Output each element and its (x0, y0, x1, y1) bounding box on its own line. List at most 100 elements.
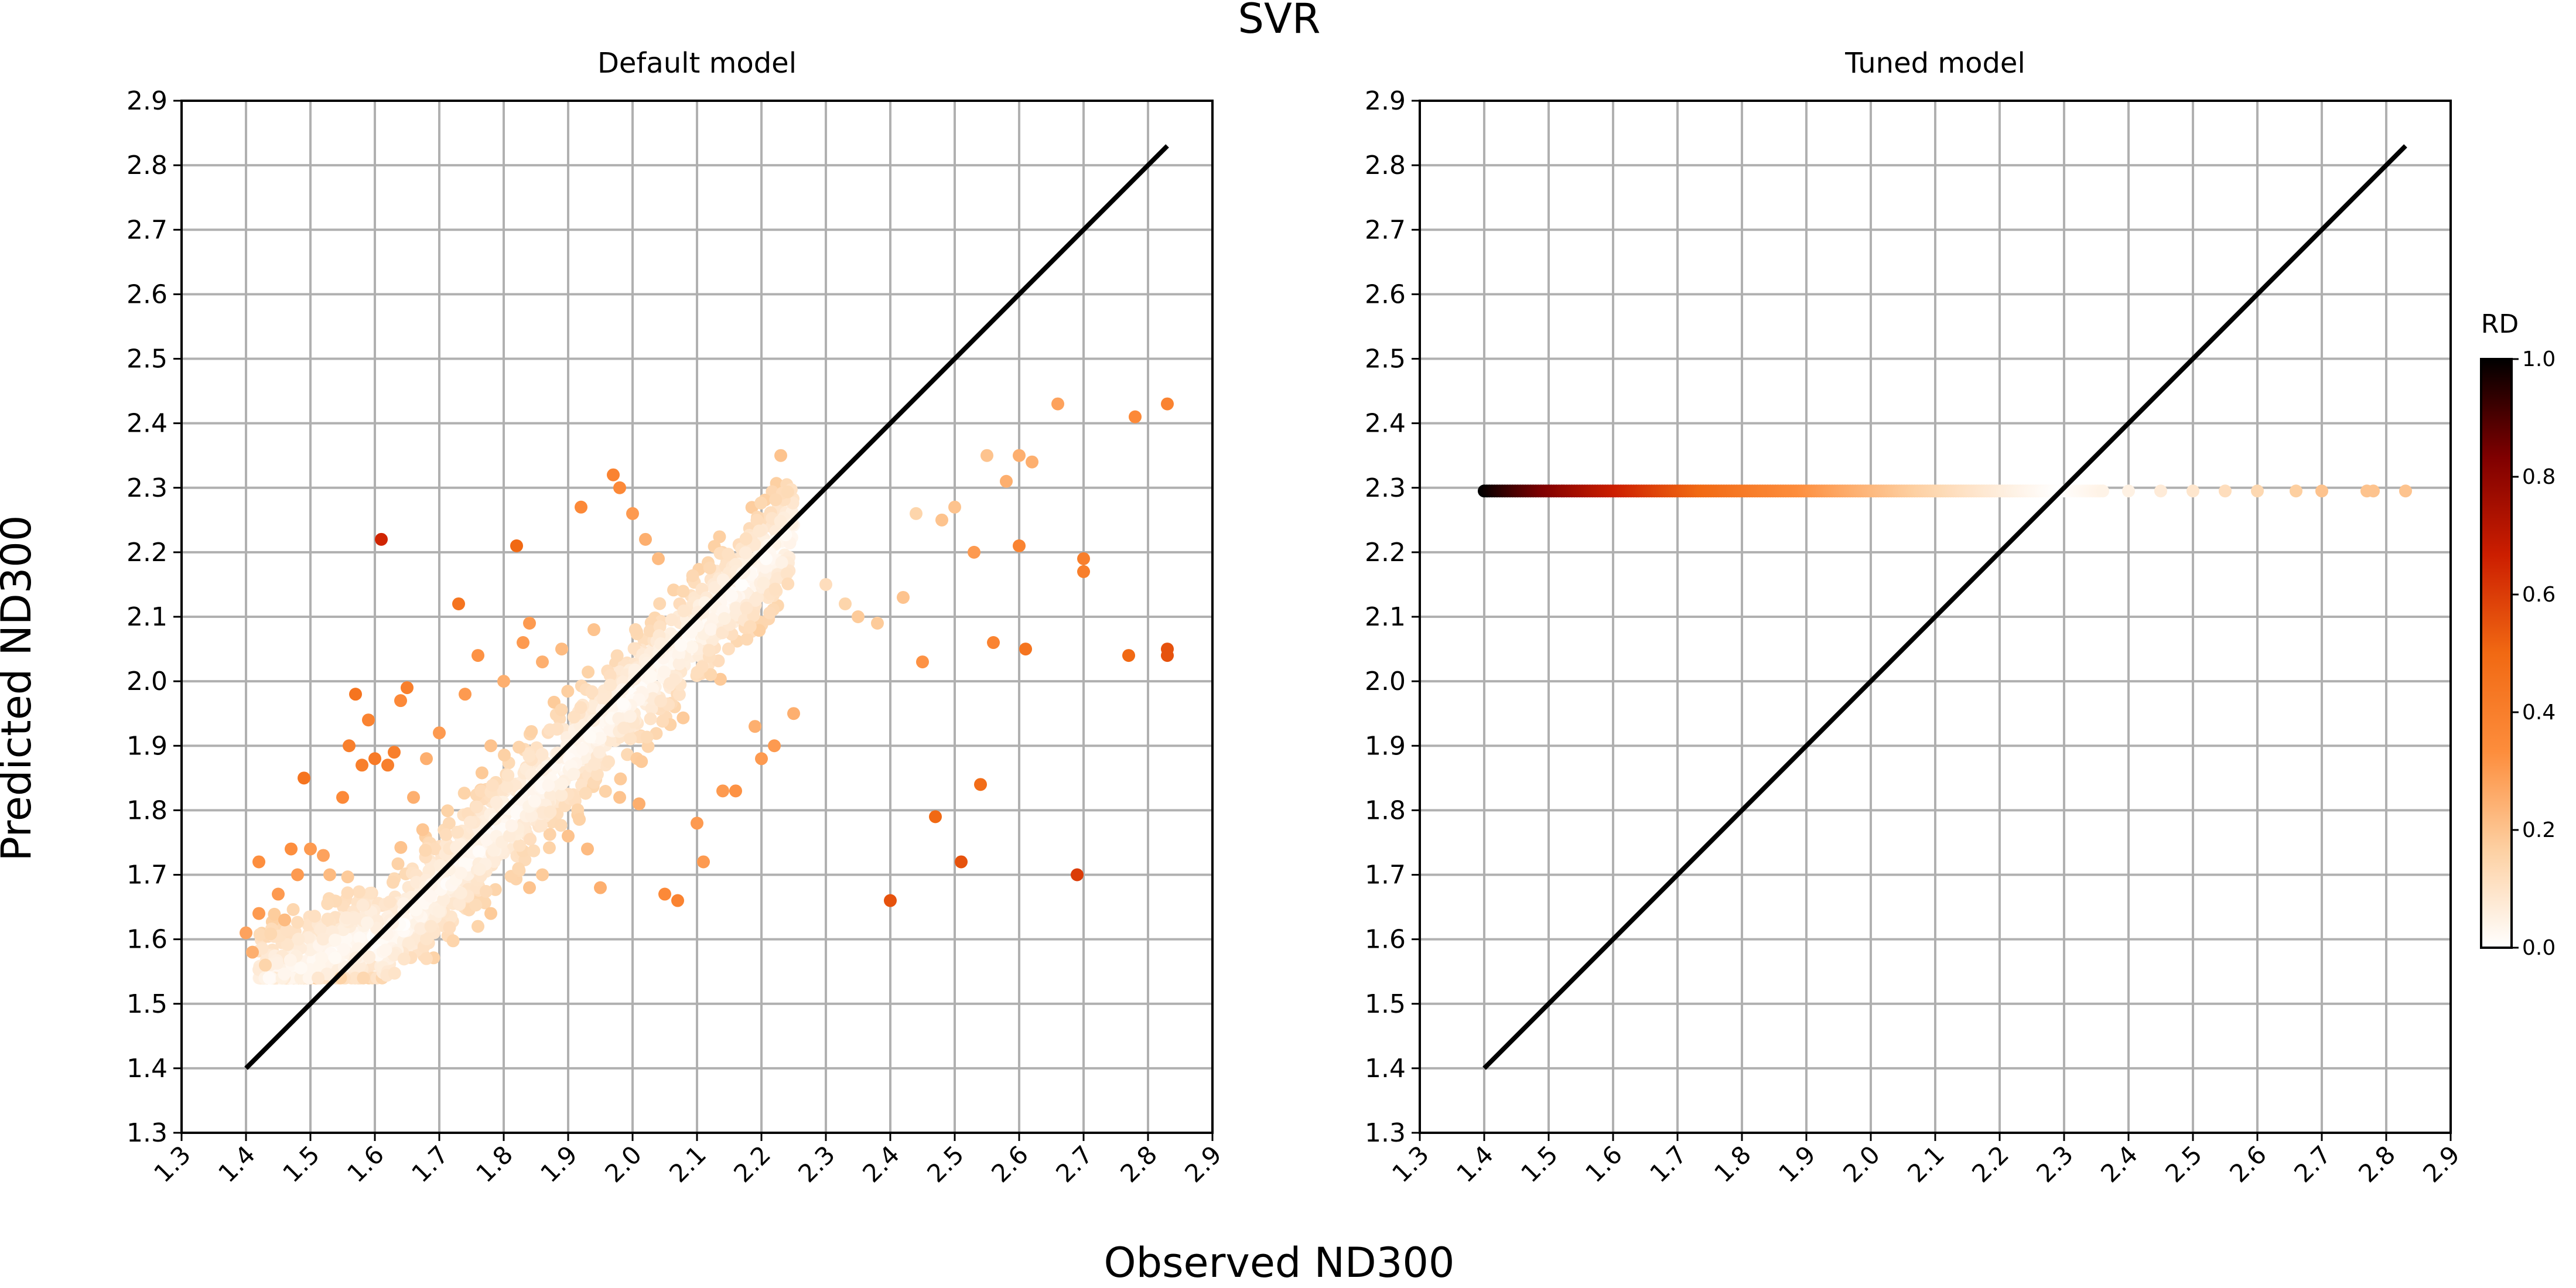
scatter-point (644, 712, 657, 726)
scatter-point (562, 829, 575, 843)
y-tick-label: 1.9 (1365, 731, 1406, 761)
scatter-point (614, 772, 627, 785)
scatter-point (1051, 397, 1064, 411)
scatter-point (308, 910, 322, 923)
x-tick-label: 2.0 (599, 1140, 647, 1188)
scatter-point (722, 548, 735, 561)
scatter-point (420, 752, 433, 766)
y-tick-label: 2.3 (127, 473, 168, 503)
scatter-point (291, 868, 304, 882)
x-tick-label: 2.6 (986, 1140, 1034, 1188)
x-tick-label: 1.4 (1451, 1140, 1499, 1188)
scatter-point (317, 849, 330, 862)
scatter-point (472, 845, 486, 859)
scatter-point (685, 640, 699, 654)
scatter-point (1077, 552, 1090, 565)
scatter-point (523, 617, 536, 630)
scatter-point (542, 778, 555, 792)
scatter-point (775, 556, 788, 569)
scatter-point (677, 711, 690, 725)
scatter-point (283, 954, 297, 967)
scatter-point (2186, 484, 2199, 498)
scatter-point (555, 788, 568, 802)
scatter-point (612, 712, 626, 725)
scatter-point (646, 682, 660, 696)
scatter-point (626, 507, 639, 520)
scatter-point (510, 539, 523, 552)
y-tick-label: 1.8 (1365, 795, 1406, 825)
scatter-point (409, 903, 423, 917)
scatter-point (259, 958, 272, 972)
scatter-point (768, 739, 781, 753)
scatter-point (463, 815, 477, 829)
scatter-point (722, 642, 735, 655)
scatter-point (363, 950, 376, 964)
scatter-point (286, 903, 300, 916)
scatter-point (543, 828, 556, 841)
scatter-point (2399, 484, 2412, 498)
scatter-point (633, 797, 645, 811)
scatter-point (749, 720, 761, 733)
scatter-point (987, 636, 1000, 650)
x-tick-label: 2.9 (2417, 1140, 2465, 1188)
scatter-point (268, 907, 281, 921)
y-tick-label: 1.3 (127, 1118, 168, 1148)
scatter-point (2251, 484, 2264, 498)
scatter-point (708, 580, 722, 594)
scatter-point (278, 913, 291, 927)
scatter-point (314, 923, 327, 936)
scatter-point (433, 726, 446, 740)
y-tick-label: 2.0 (1365, 667, 1406, 696)
y-tick-label: 1.7 (127, 860, 168, 890)
scatter-point (470, 800, 483, 814)
scatter-point (839, 597, 852, 610)
scatter-point (360, 916, 374, 930)
scatter-point (585, 685, 599, 698)
tuned-model-panel: Tuned model 1.3 1.4 1.5 1.6 1.7 1.8 1.9 2.0 2.1 2.… (1365, 47, 2465, 1188)
scatter-point (587, 623, 600, 637)
y-tick-label: 2.6 (127, 279, 168, 309)
scatter-point (341, 870, 354, 884)
scatter-point (2315, 484, 2328, 498)
scatter-point (381, 759, 394, 772)
x-tick-label: 1.9 (1773, 1140, 1821, 1188)
colorbar: RD 0.0 0.2 0.4 0.6 0.8 1.0 (2480, 309, 2555, 960)
scatter-point (667, 583, 681, 597)
scatter-point (323, 868, 336, 882)
y-tick-label: 1.6 (1365, 925, 1406, 955)
scatter-point (702, 644, 716, 657)
scatter-point (781, 485, 794, 498)
colorbar-tick-label: 0.6 (2522, 583, 2555, 607)
scatter-point (759, 552, 773, 566)
scatter-point (768, 582, 782, 596)
scatter-point (665, 613, 678, 627)
scatter-point (292, 932, 305, 946)
scatter-point (713, 672, 727, 686)
scatter-point (469, 898, 483, 912)
scatter-point (593, 746, 606, 759)
scatter-point (454, 866, 467, 880)
y-tick-label: 2.9 (1365, 86, 1406, 116)
x-tick-label: 1.7 (406, 1140, 454, 1188)
scatter-point (955, 855, 968, 869)
scatter-point (753, 524, 766, 538)
scatter-point (503, 829, 516, 843)
panel-title: Tuned model (1844, 47, 2025, 80)
scatter-point (280, 923, 293, 937)
scatter-point (542, 841, 556, 855)
y-tick-label: 1.4 (1365, 1054, 1406, 1084)
x-tick-label: 2.9 (1179, 1140, 1227, 1188)
scatter-point (312, 971, 325, 985)
scatter-point (442, 816, 456, 830)
scatter-point (294, 961, 308, 975)
scatter-point (391, 857, 405, 870)
scatter-point (383, 895, 397, 908)
scatter-point (2154, 484, 2167, 498)
scatter-point (613, 791, 626, 804)
scatter-point (774, 449, 787, 462)
scatter-point (624, 710, 637, 723)
scatter-point (750, 514, 764, 527)
scatter-point (272, 887, 285, 901)
scatter-point (729, 602, 743, 615)
scatter-point (386, 876, 399, 889)
